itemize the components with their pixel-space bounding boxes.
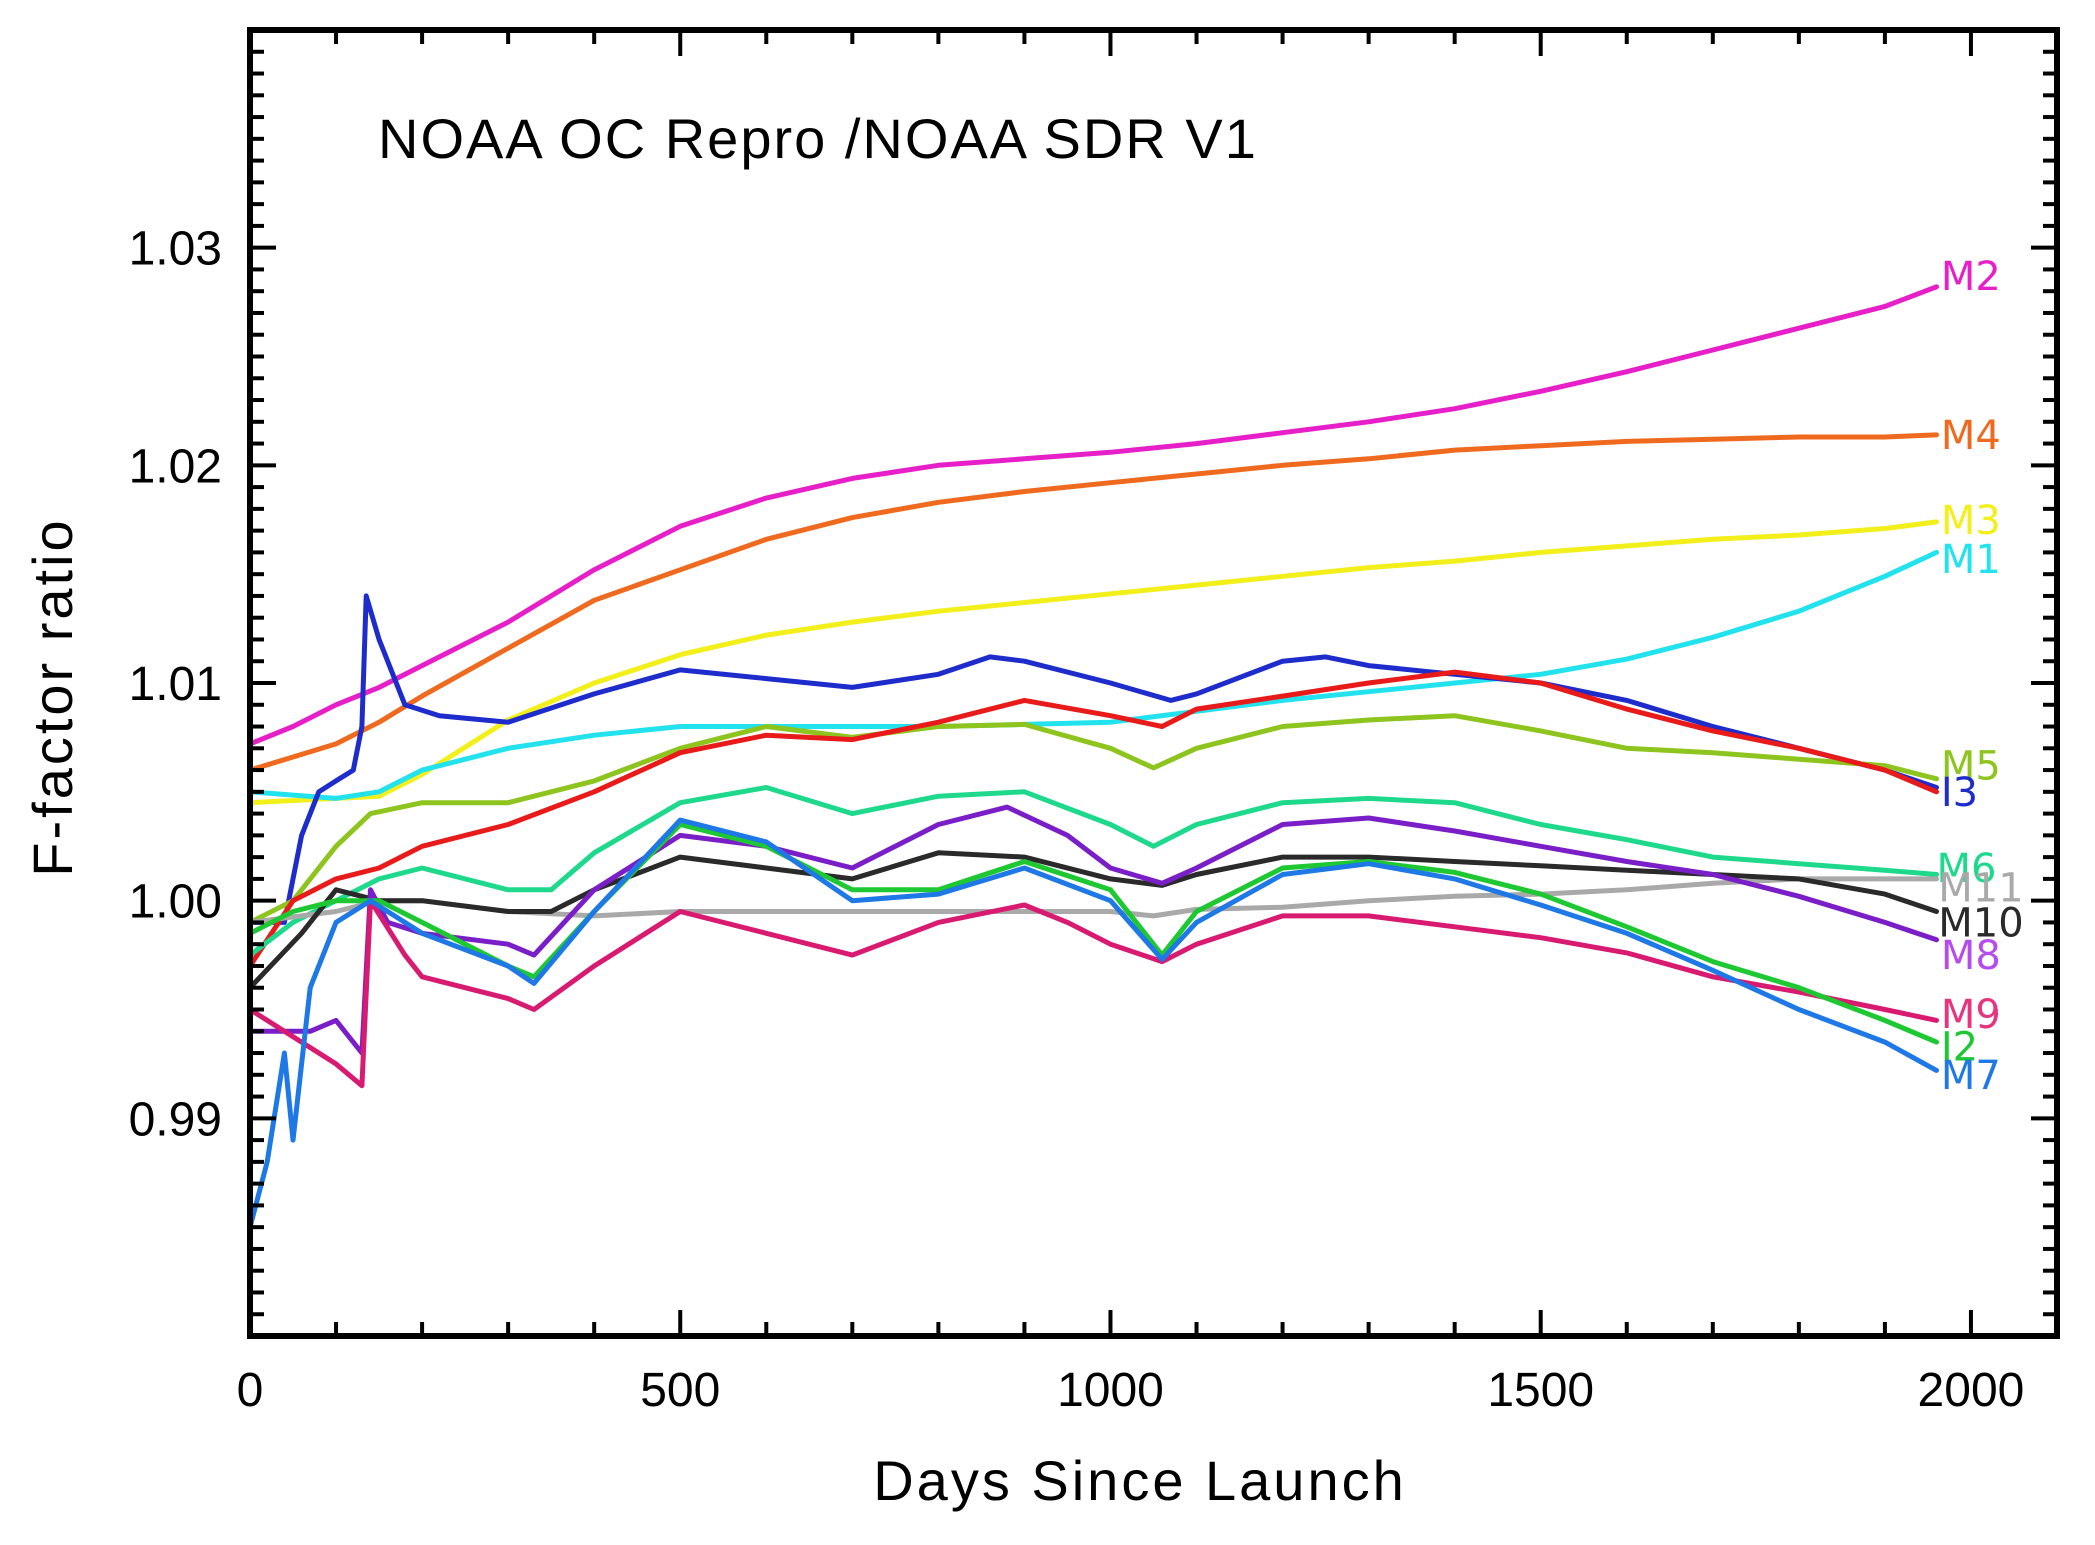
series-line-i1 xyxy=(247,669,1939,969)
series-line-m9 xyxy=(247,898,1939,1089)
series-label-m11: M11 xyxy=(1938,866,2023,912)
series-label-m4: M4 xyxy=(1941,413,2001,459)
series-line-m3 xyxy=(247,519,1939,806)
series-line-m2 xyxy=(247,284,1939,747)
x-tick-label: 500 xyxy=(640,1364,720,1417)
series-line-m1 xyxy=(247,549,1939,801)
y-tick-label: 1.00 xyxy=(129,876,222,929)
series-label-m6: M6 xyxy=(1937,846,1997,892)
series-line-m5 xyxy=(247,713,1939,925)
y-tick-label: 1.02 xyxy=(129,440,222,493)
y-tick-label: 0.99 xyxy=(129,1093,222,1146)
series-label-m5: M5 xyxy=(1941,744,2001,790)
series-label-m8: M8 xyxy=(1941,933,2001,979)
series-line-m10 xyxy=(247,850,1939,991)
series-line-i2 xyxy=(247,822,1939,1045)
series-label-m10: M10 xyxy=(1938,900,2023,946)
chart-title: NOAA OC Repro /NOAA SDR V1 xyxy=(378,107,1258,170)
series-label-m7: M7 xyxy=(1941,1053,2001,1099)
y-tick-label: 1.03 xyxy=(129,223,222,276)
series-line-m6 xyxy=(247,785,1939,958)
x-axis-title: Days Since Launch xyxy=(873,1449,1407,1512)
y-axis-title: F-factor ratio xyxy=(21,517,84,876)
series-label-i2: I2 xyxy=(1941,1025,1978,1071)
series-label-m2: M2 xyxy=(1941,254,2001,300)
x-tick-label: 0 xyxy=(237,1364,264,1417)
series-layer xyxy=(247,284,1939,1230)
series-label-m1: M1 xyxy=(1941,537,2001,583)
x-tick-label: 2000 xyxy=(1918,1364,2025,1417)
x-tick-label: 1000 xyxy=(1057,1364,1164,1417)
tick-layer: 0 500 1000 1500 2000 0.99 1.00 1.01 1.02 1.03 xyxy=(129,28,2059,1417)
series-label-m9: M9 xyxy=(1941,992,2001,1038)
x-tick-label: 1500 xyxy=(1487,1364,1594,1417)
series-label-m3: M3 xyxy=(1941,498,2001,544)
y-tick-label: 1.01 xyxy=(129,658,222,711)
series-line-m7 xyxy=(247,817,1939,1230)
series-label-i3: I3 xyxy=(1941,770,1978,816)
